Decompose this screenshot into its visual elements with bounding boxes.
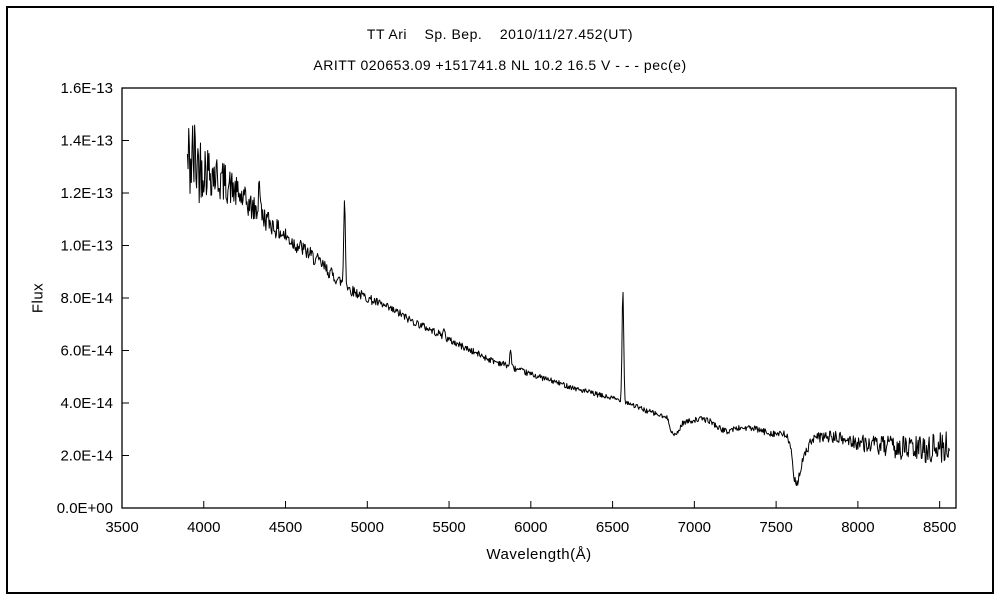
x-tick-label: 4000 bbox=[187, 519, 220, 536]
x-tick-label: 4500 bbox=[269, 519, 302, 536]
x-tick-label: 8000 bbox=[841, 519, 874, 536]
x-tick-label: 6000 bbox=[514, 519, 547, 536]
plot-box bbox=[121, 87, 957, 509]
x-tick-label: 8500 bbox=[923, 519, 956, 536]
y-axis-label: Flux bbox=[29, 282, 47, 314]
chart-title: TT Ari Sp. Bep. 2010/11/27.452(UT) bbox=[366, 26, 634, 42]
x-tick-label: 7500 bbox=[759, 519, 792, 536]
y-tick-label: 1.2E-13 bbox=[60, 185, 113, 202]
x-tick-label: 5500 bbox=[432, 519, 465, 536]
x-tick-label: 5000 bbox=[351, 519, 384, 536]
spectrum-line bbox=[186, 124, 950, 487]
y-tick-label: 1.6E-13 bbox=[60, 80, 113, 97]
chart-subtitle: ARITT 020653.09 +151741.8 NL 10.2 16.5 V… bbox=[313, 57, 687, 73]
y-tick-label: 0.0E+00 bbox=[57, 500, 113, 517]
x-axis-label: Wavelength(Å) bbox=[486, 546, 592, 563]
y-tick-label: 8.0E-14 bbox=[60, 290, 113, 307]
y-tick-label: 2.0E-14 bbox=[60, 448, 113, 465]
y-tick-label: 4.0E-14 bbox=[60, 395, 113, 412]
x-tick-label: 6500 bbox=[596, 519, 629, 536]
y-tick-label: 1.0E-13 bbox=[60, 238, 113, 255]
x-tick-label: 3500 bbox=[105, 519, 138, 536]
y-tick-label: 1.4E-13 bbox=[60, 133, 113, 150]
x-tick-label: 7000 bbox=[678, 519, 711, 536]
y-tick-label: 6.0E-14 bbox=[60, 343, 113, 360]
